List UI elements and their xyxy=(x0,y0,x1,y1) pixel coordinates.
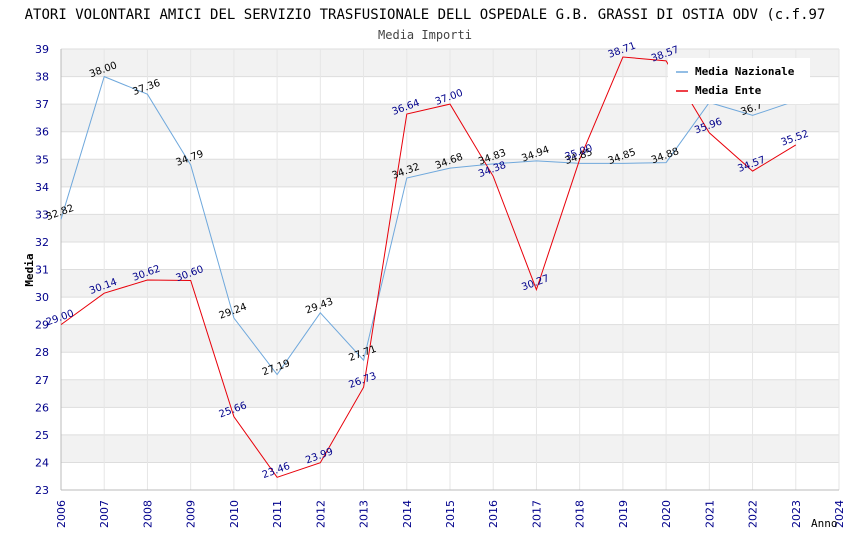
x-tick-label: 2012 xyxy=(314,500,327,528)
gridlines xyxy=(60,48,840,491)
x-tick-label: 2010 xyxy=(228,500,241,528)
y-tick-label: 26 xyxy=(35,401,49,414)
series-line-media-nazionale xyxy=(60,75,796,376)
y-tick-label: 32 xyxy=(35,236,49,249)
x-tick-label: 2015 xyxy=(444,500,457,528)
y-tick-label: 23 xyxy=(35,484,49,497)
y-tick-label: 39 xyxy=(35,43,49,56)
x-tick-label: 2018 xyxy=(574,500,587,528)
x-tick-label: 2006 xyxy=(55,500,68,528)
y-tick-label: 31 xyxy=(35,264,49,277)
y-tick-label: 37 xyxy=(35,98,49,111)
x-axis-label: Anno xyxy=(811,517,838,530)
x-tick-label: 2008 xyxy=(141,500,154,528)
legend-label-media-nazionale: Media Nazionale xyxy=(695,65,795,78)
y-tick-label: 33 xyxy=(35,208,49,221)
x-tick-label: 2019 xyxy=(617,500,630,528)
y-tick-label: 27 xyxy=(35,374,49,387)
y-tick-label: 25 xyxy=(35,429,49,442)
x-tick-label: 2011 xyxy=(271,500,284,528)
x-axis-ticks: 2006 2007 2008 2009 2010 2011 2012 2013 2014 2015… xyxy=(55,500,846,528)
x-tick-label: 2017 xyxy=(530,500,543,528)
y-tick-label: 35 xyxy=(35,153,49,166)
y-tick-label: 30 xyxy=(35,291,49,304)
y-tick-label: 36 xyxy=(35,126,49,139)
y-axis-ticks: 23 24 25 26 27 28 29 30 31 32 33 34 35 36 37 38 39 xyxy=(35,43,49,497)
legend: Media Nazionale Media Ente xyxy=(668,58,810,104)
y-tick-label: 28 xyxy=(35,346,49,359)
x-tick-label: 2013 xyxy=(358,500,371,528)
x-tick-label: 2023 xyxy=(790,500,803,528)
y-axis-label: Media xyxy=(23,253,36,286)
x-tick-label: 2016 xyxy=(487,500,500,528)
chart-subtitle: Media Importi xyxy=(378,28,472,42)
chart-title: ATORI VOLONTARI AMICI DEL SERVIZIO TRASF… xyxy=(25,7,826,23)
y-tick-label: 29 xyxy=(35,319,49,332)
y-tick-label: 24 xyxy=(35,456,49,469)
x-tick-label: 2020 xyxy=(660,500,673,528)
y-tick-label: 34 xyxy=(35,181,49,194)
legend-label-media-ente: Media Ente xyxy=(695,84,762,97)
x-tick-label: 2014 xyxy=(401,500,414,528)
x-tick-label: 2007 xyxy=(98,500,111,528)
x-tick-label: 2009 xyxy=(185,500,198,528)
legend-box xyxy=(668,58,810,104)
x-tick-label: 2022 xyxy=(747,500,760,528)
x-tick-label: 2024 xyxy=(833,500,846,528)
y-tick-label: 38 xyxy=(35,71,49,84)
axes xyxy=(60,49,839,491)
x-tick-label: 2021 xyxy=(703,500,716,528)
